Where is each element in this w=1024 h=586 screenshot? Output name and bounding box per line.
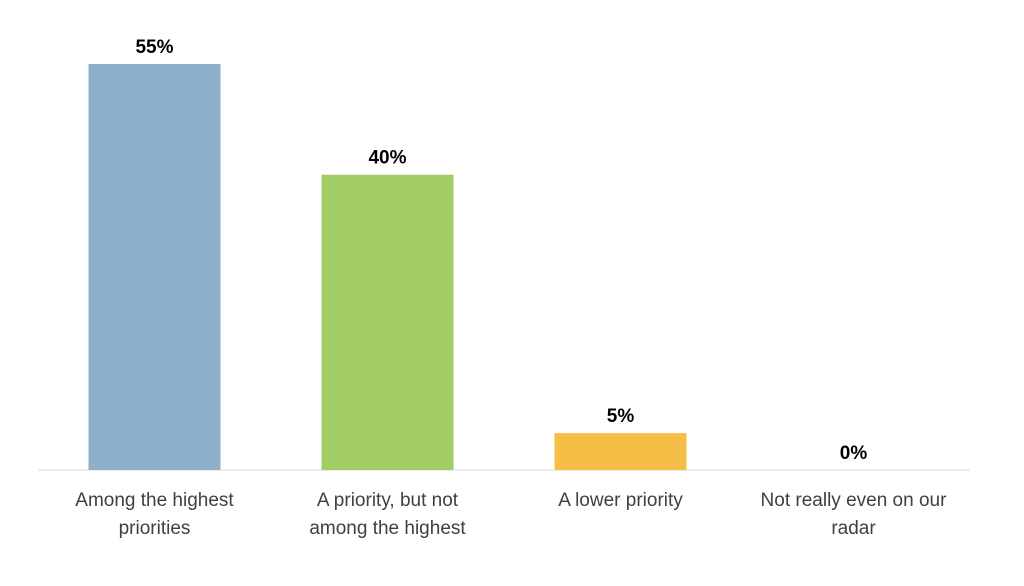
category-label-3-line-1: A lower priority xyxy=(558,490,683,511)
data-label-4: 0% xyxy=(840,443,868,464)
category-label-4-line-2: radar xyxy=(831,518,876,539)
category-label-1-line-1: Among the highest xyxy=(75,490,234,511)
category-label-1-line-2: priorities xyxy=(119,518,191,539)
bar-2 xyxy=(321,174,454,470)
data-label-2: 40% xyxy=(368,148,406,169)
bar-1 xyxy=(88,64,221,470)
category-labels-group: Among the highest priorities A priority, b… xyxy=(75,490,947,539)
value-labels-group: 55% 40% 5% 0% xyxy=(135,37,867,464)
category-label-2-line-2: among the highest xyxy=(309,518,466,539)
data-label-1: 55% xyxy=(135,37,173,58)
data-label-3: 5% xyxy=(607,406,635,427)
bars-group xyxy=(88,64,687,470)
bar-3 xyxy=(554,433,687,470)
category-label-2-line-1: A priority, but not xyxy=(317,490,459,511)
category-label-4-line-1: Not really even on our xyxy=(761,490,948,511)
